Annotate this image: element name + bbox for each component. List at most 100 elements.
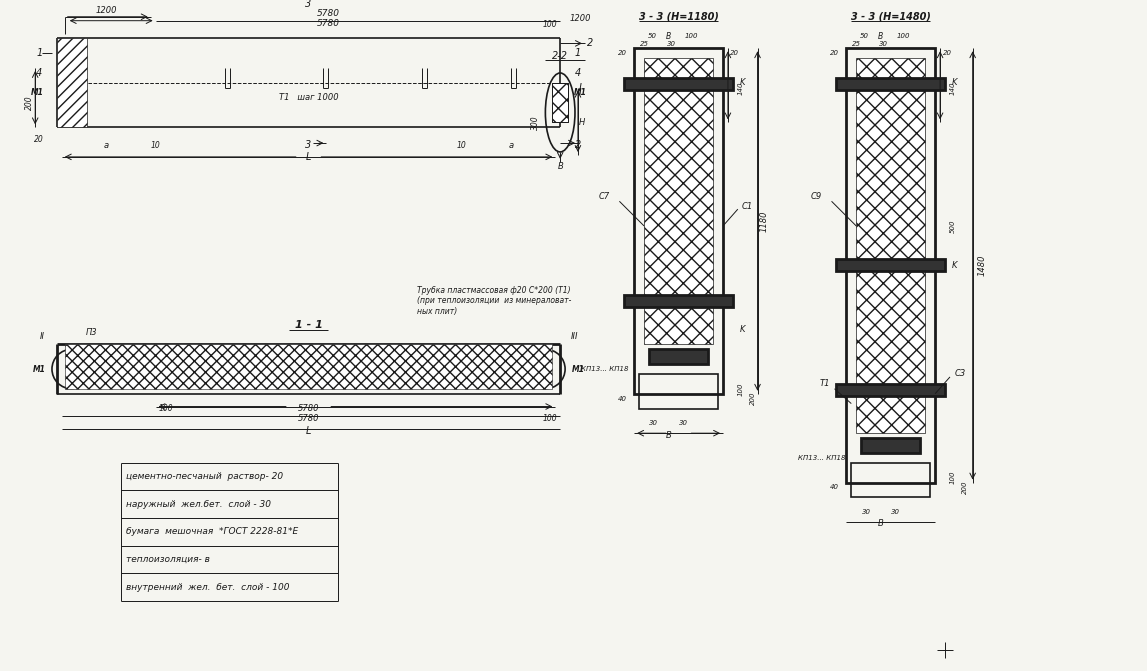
Bar [645,58,713,344]
Text: 25: 25 [852,42,860,48]
Text: B: B [879,32,883,41]
Text: K: K [952,79,958,87]
Bar [861,438,920,453]
Text: 3: 3 [305,140,312,150]
Text: 30: 30 [668,42,677,48]
Text: 1200: 1200 [95,6,117,15]
Text: T1: T1 [819,379,830,389]
Text: 30: 30 [861,509,871,515]
Text: 10: 10 [150,140,161,150]
Text: M1: M1 [33,364,46,374]
Text: 100: 100 [738,382,743,395]
Text: теплоизоляция- в: теплоизоляция- в [126,555,210,564]
Text: III: III [571,332,579,341]
Text: C3: C3 [954,370,966,378]
Text: a: a [103,140,109,150]
Text: 30: 30 [649,420,658,426]
Text: 140: 140 [738,81,743,95]
Text: 40: 40 [830,484,838,491]
Bar [553,83,568,122]
Text: K: K [952,261,958,270]
Text: 300: 300 [531,115,540,130]
Bar [624,295,733,307]
Text: 5780: 5780 [298,404,319,413]
Text: 100: 100 [543,414,557,423]
Text: 10: 10 [457,140,467,150]
Bar [856,58,926,433]
Text: C9: C9 [811,192,822,201]
Text: 30: 30 [891,509,900,515]
Text: 500: 500 [950,219,955,233]
Bar [57,38,86,127]
Text: B: B [877,519,884,529]
Text: КП13... КП18: КП13... КП18 [580,366,629,372]
Bar [649,350,708,364]
Text: B: B [666,431,672,440]
Text: a: a [508,140,514,150]
Text: B: B [557,162,563,171]
Text: 40: 40 [618,396,627,402]
Text: 1: 1 [36,48,42,58]
Text: II: II [40,332,45,341]
Text: П3: П3 [86,328,97,337]
Text: 5780: 5780 [317,19,340,28]
Text: бумага  мешочная  *ГОСТ 2228-81*Е: бумага мешочная *ГОСТ 2228-81*Е [126,527,298,536]
Text: T1   шаг 1000: T1 шаг 1000 [279,93,338,102]
Text: L: L [306,152,311,162]
Text: наружный  жел.бет.  слой - 30: наружный жел.бет. слой - 30 [126,500,271,509]
Text: 3 - 3 (H=1480): 3 - 3 (H=1480) [851,12,930,21]
Text: 100: 100 [158,404,173,413]
Text: 5780: 5780 [317,9,340,18]
Bar [64,344,553,389]
Text: 30: 30 [880,42,889,48]
Text: КП13... КП18: КП13... КП18 [798,455,845,461]
Text: K: K [740,79,746,87]
Text: 100: 100 [897,34,911,40]
Bar [634,48,723,394]
Text: 2-2: 2-2 [552,51,568,61]
Text: 200: 200 [962,480,968,495]
Text: 1480: 1480 [978,255,988,276]
Text: 50: 50 [647,34,656,40]
Text: 4: 4 [36,68,42,78]
Text: 20: 20 [943,50,952,56]
Text: 30: 30 [679,420,688,426]
Bar [836,260,945,271]
Bar [836,78,945,90]
Text: 3: 3 [305,0,312,9]
Bar [639,374,718,409]
Text: внутренний  жел.  бет.  слой - 100: внутренний жел. бет. слой - 100 [126,582,289,592]
Text: 5780: 5780 [298,414,319,423]
Text: I: I [578,83,582,93]
Text: 100: 100 [543,20,557,29]
Bar [624,78,733,90]
Text: 20: 20 [618,50,627,56]
Text: M1: M1 [574,88,586,97]
Text: Трубка пластмассовая ф20 С*200 (Т1): Трубка пластмассовая ф20 С*200 (Т1) [418,286,571,295]
Text: 20: 20 [731,50,740,56]
Text: M1: M1 [571,364,584,374]
Text: 2: 2 [586,38,593,48]
Text: 2: 2 [575,140,582,150]
Bar [553,83,568,122]
Bar [851,463,930,497]
Text: 1: 1 [575,48,582,58]
Text: H: H [579,118,585,127]
Text: ных плит): ных плит) [418,307,458,316]
Text: 140: 140 [950,81,955,95]
Text: 200: 200 [25,95,33,110]
Text: 1180: 1180 [760,210,768,231]
Text: C7: C7 [599,192,610,201]
Text: L: L [306,426,311,436]
Text: цементно-песчаный  раствор- 20: цементно-песчаный раствор- 20 [126,472,283,481]
Text: (при теплоизоляции  из минераловат-: (при теплоизоляции из минераловат- [418,297,571,305]
Text: M1: M1 [31,88,44,97]
Text: 1200: 1200 [569,14,591,23]
Text: 20: 20 [830,50,838,56]
Text: K: K [740,325,746,334]
Text: 1 - 1: 1 - 1 [295,319,322,329]
Bar [836,384,945,396]
Text: 100: 100 [685,34,699,40]
Text: 200: 200 [750,392,756,405]
Text: 3 - 3 (H=1180): 3 - 3 (H=1180) [639,12,718,21]
